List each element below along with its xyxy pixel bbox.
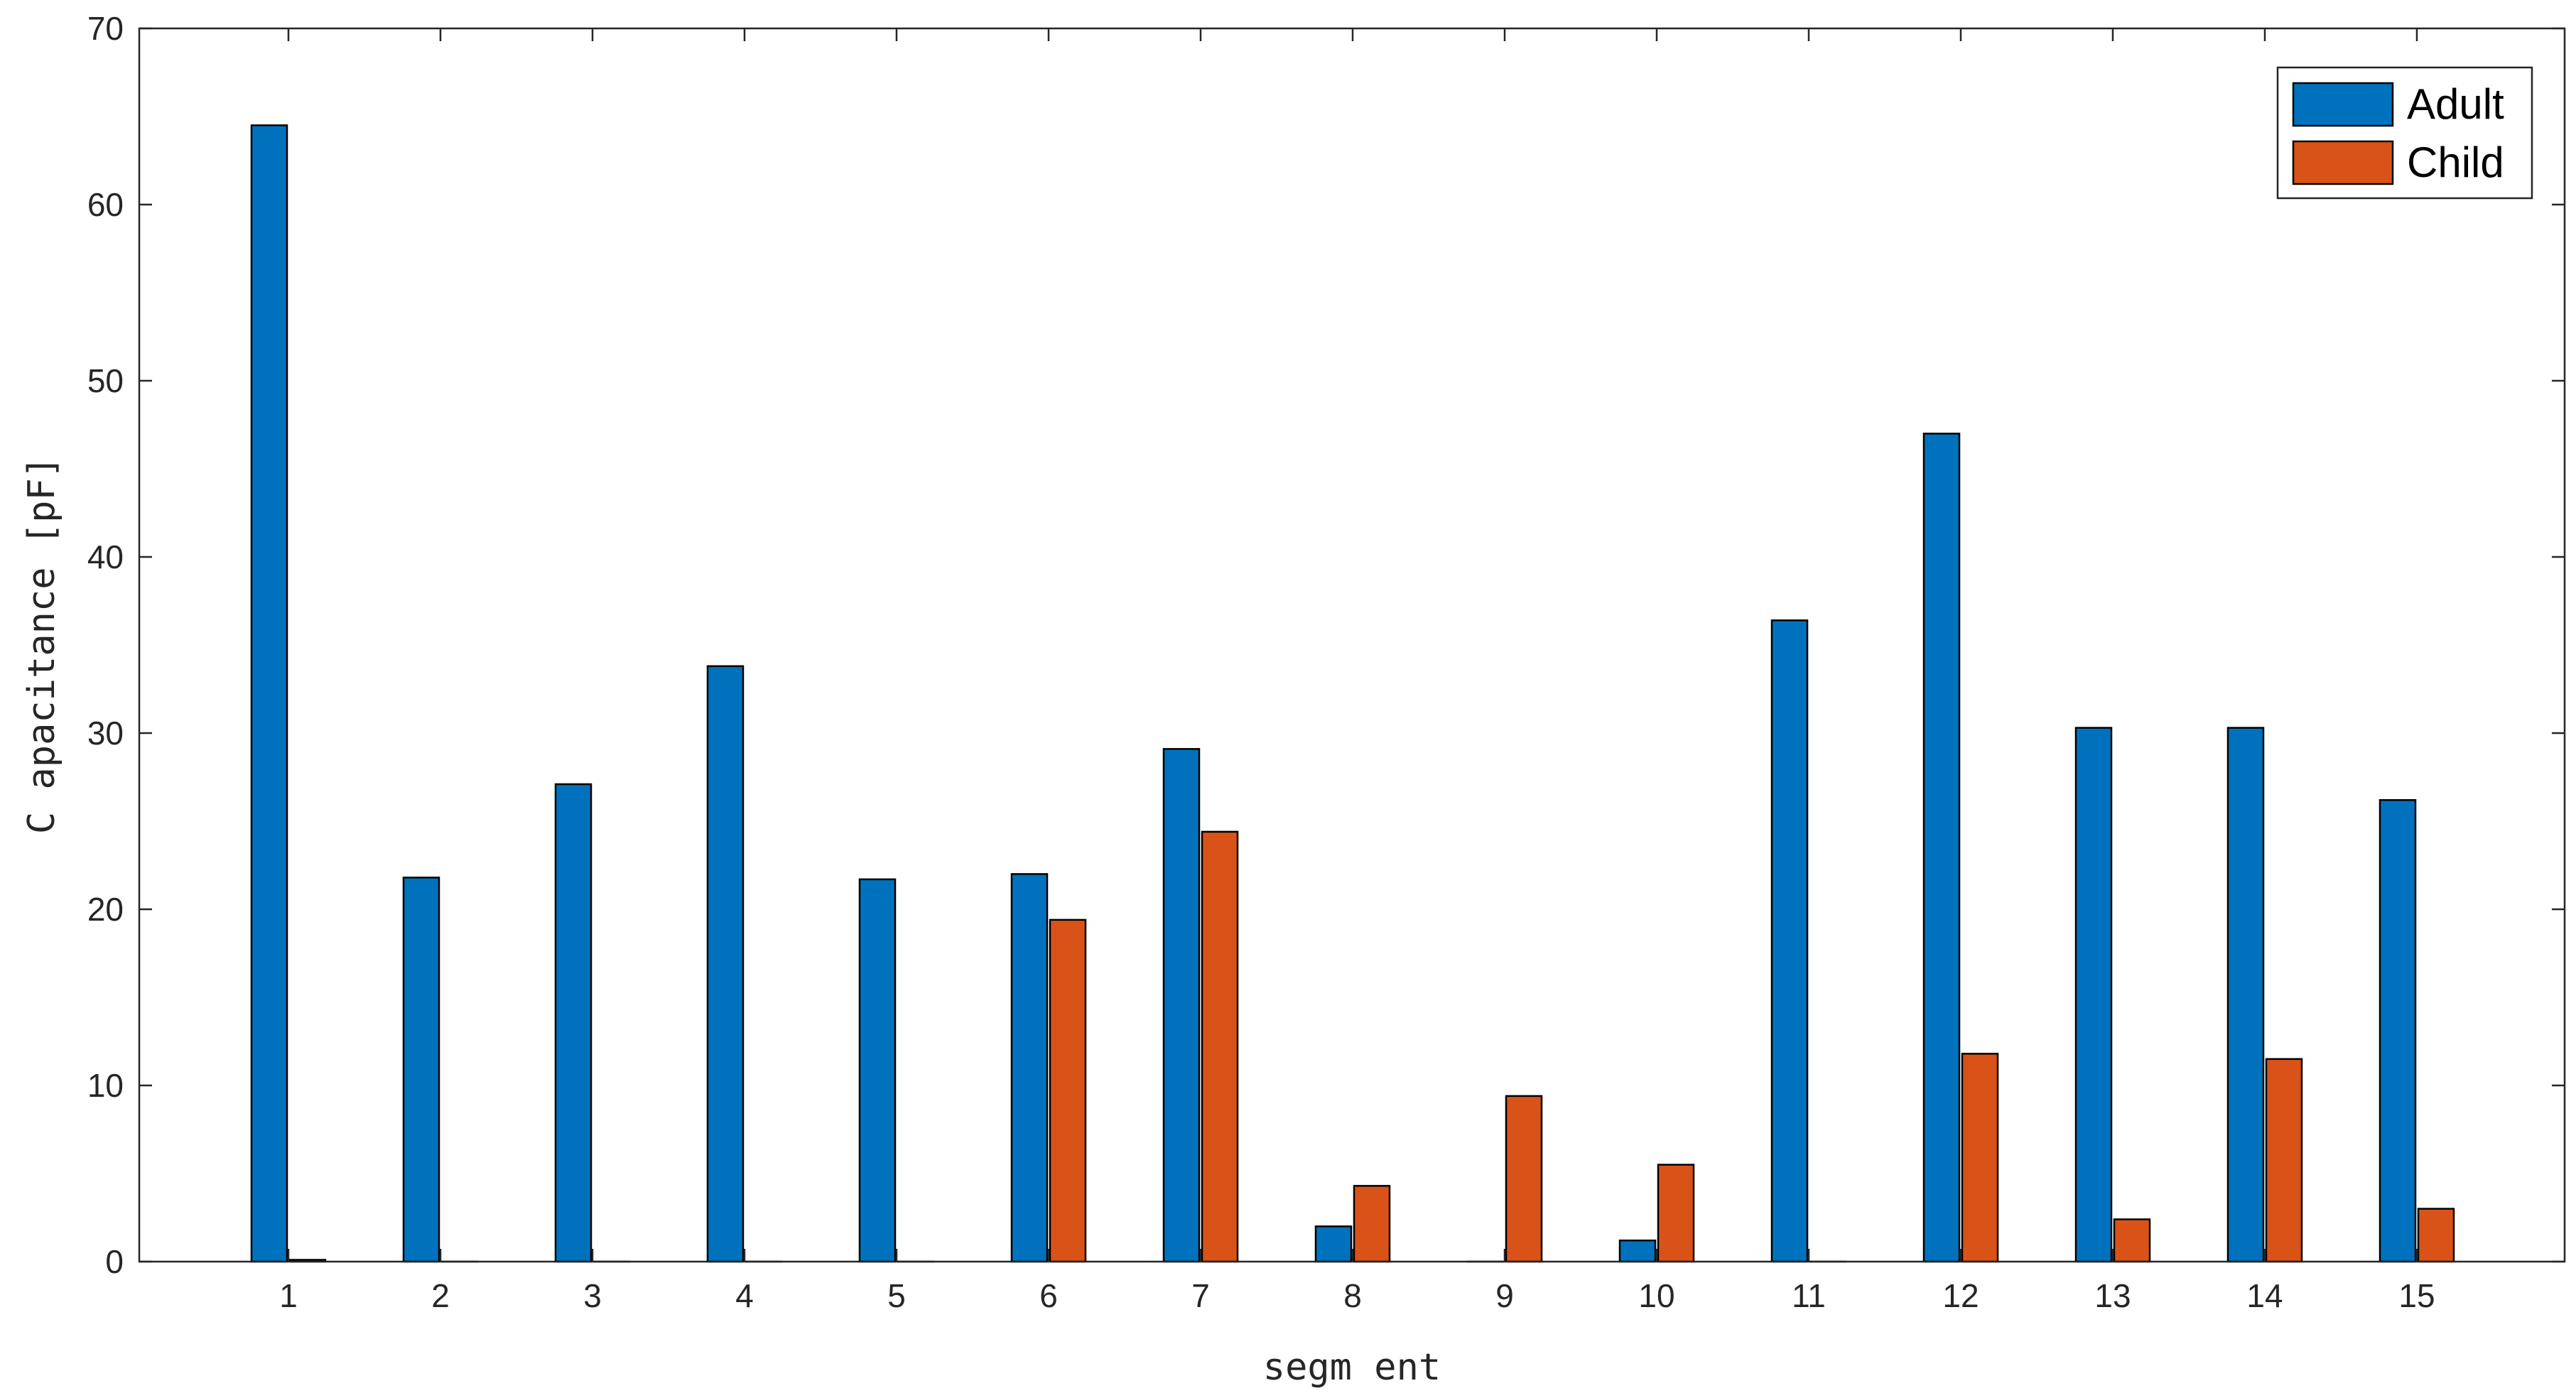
y-tick-label: 10 — [87, 1067, 124, 1104]
bar-adult-13 — [2074, 727, 2113, 1263]
bar-adult-4 — [706, 665, 745, 1263]
x-axis-label: segm ent — [1263, 1346, 1441, 1389]
bar-adult-3 — [554, 783, 592, 1263]
legend: Adult Child — [2276, 66, 2533, 200]
y-tick-label: 60 — [87, 186, 124, 223]
y-tick-label: 20 — [87, 891, 124, 928]
bar-child-7 — [1201, 830, 1239, 1263]
x-tick-label: 7 — [1191, 1277, 1210, 1314]
x-tick-label: 6 — [1039, 1277, 1058, 1314]
x-tick-label: 2 — [431, 1277, 450, 1314]
y-axis-label: C apacitance [pF] — [21, 456, 63, 834]
bar-adult-1 — [250, 124, 288, 1263]
bar-adult-2 — [402, 877, 440, 1263]
x-tick-label: 13 — [2094, 1277, 2131, 1314]
x-tick-label: 10 — [1638, 1277, 1674, 1314]
y-tick-label: 30 — [87, 715, 124, 752]
bar-adult-6 — [1010, 873, 1049, 1263]
bar-child-15 — [2417, 1208, 2455, 1263]
x-tick-label: 8 — [1343, 1277, 1362, 1314]
y-tick-label: 50 — [87, 362, 124, 399]
plot-area — [139, 28, 2565, 1262]
bar-child-9 — [1505, 1095, 1543, 1263]
y-tick-label: 70 — [87, 10, 124, 47]
x-tick-label: 12 — [1942, 1277, 1979, 1314]
x-tick-label: 4 — [735, 1277, 754, 1314]
x-tick-label: 11 — [1792, 1277, 1826, 1314]
bar-adult-15 — [2379, 798, 2417, 1263]
bar-child-14 — [2265, 1058, 2303, 1263]
plot-background — [139, 28, 2565, 1262]
legend-swatch — [2292, 140, 2394, 185]
legend-label: Adult — [2407, 80, 2504, 128]
bar-child-6 — [1049, 919, 1087, 1263]
x-tick-label: 1 — [279, 1277, 298, 1314]
bar-child-12 — [1961, 1053, 1999, 1263]
bar-adult-12 — [1922, 433, 1961, 1263]
bar-adult-5 — [858, 878, 897, 1263]
x-tick-label: 15 — [2398, 1277, 2435, 1314]
x-tick-label: 9 — [1495, 1277, 1514, 1314]
bar-adult-8 — [1314, 1225, 1353, 1263]
legend-swatch — [2292, 82, 2394, 127]
y-tick-label: 40 — [87, 538, 124, 575]
y-tick-label: 0 — [105, 1243, 124, 1280]
bar-adult-7 — [1162, 748, 1201, 1263]
bar-child-10 — [1657, 1164, 1695, 1263]
legend-label: Child — [2407, 139, 2504, 186]
x-tick-label: 14 — [2246, 1277, 2283, 1314]
x-tick-label: 3 — [583, 1277, 602, 1314]
bar-adult-11 — [1770, 619, 1809, 1263]
x-tick-label: 5 — [887, 1277, 906, 1314]
bar-child-8 — [1353, 1185, 1391, 1263]
bar-adult-10 — [1618, 1239, 1657, 1263]
bar-adult-14 — [2226, 727, 2265, 1263]
bar-child-13 — [2113, 1218, 2151, 1263]
bars-group — [250, 124, 2455, 1263]
